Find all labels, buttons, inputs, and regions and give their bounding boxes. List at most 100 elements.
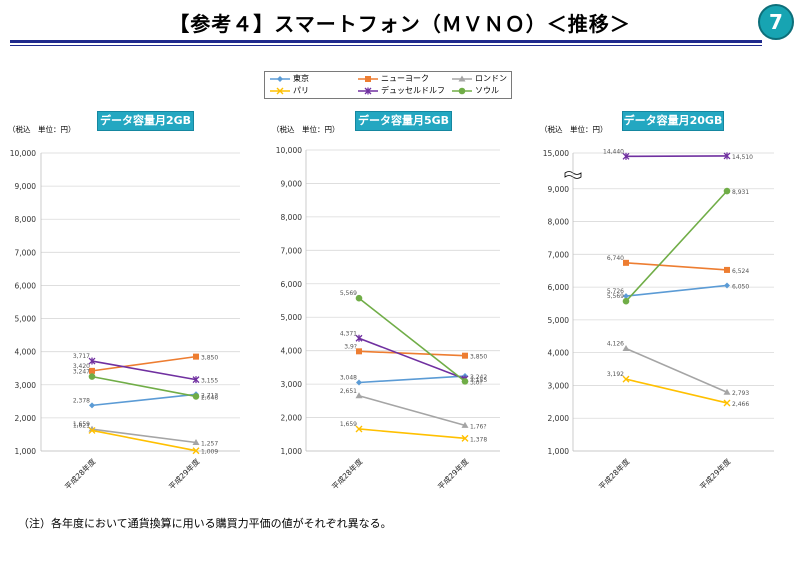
y-tick-label: 5,000 — [281, 313, 303, 322]
data-label: 14,440 — [603, 148, 624, 155]
legend-label: ロンドン — [475, 74, 507, 83]
series-2: 2,651 1,76? — [340, 388, 487, 431]
data-point — [622, 345, 630, 352]
legend-marker — [365, 76, 371, 82]
x-category-label: 平成28年度 — [596, 456, 631, 491]
chart-title-5gb: データ容量月5GB — [355, 111, 452, 131]
y-tick-label: 15,000 — [543, 149, 569, 158]
data-label: 2,793 — [732, 390, 749, 397]
data-label: 3,420 — [73, 363, 90, 370]
legend-label: デュッセルドルフ — [381, 86, 445, 95]
series-line — [625, 347, 728, 393]
data-point — [724, 282, 730, 289]
data-point — [723, 152, 731, 160]
data-label: 1,621 — [73, 422, 90, 429]
data-point — [192, 393, 200, 400]
series-line — [358, 395, 466, 427]
unit-label-5gb: （税込 単位：円） — [272, 125, 340, 134]
series-1: 3,9? 3,850 — [344, 343, 487, 360]
data-label: 1,659 — [340, 421, 357, 428]
series-line — [358, 297, 466, 382]
data-point — [723, 388, 731, 395]
data-point — [89, 367, 95, 374]
series-line — [625, 262, 728, 271]
data-label: 5,569 — [340, 290, 357, 297]
data-label: 3,850 — [201, 355, 218, 362]
y-tick-label: 3,000 — [548, 381, 570, 390]
legend-swatch — [270, 76, 290, 82]
legend-swatch — [270, 87, 290, 95]
data-point — [724, 266, 730, 273]
series-line — [358, 428, 466, 440]
data-label: 6,050 — [732, 283, 749, 290]
data-label: 1,76? — [470, 423, 487, 430]
data-point — [193, 353, 199, 360]
data-label: 3,155 — [470, 377, 487, 384]
data-point — [461, 434, 469, 442]
data-label: 8,931 — [732, 189, 749, 196]
y-tick-label: 1,000 — [15, 447, 37, 456]
data-point — [623, 293, 629, 300]
legend-swatch — [452, 87, 472, 95]
y-tick-label: 9,000 — [281, 179, 303, 188]
series-3: 1,621 1,009 — [73, 422, 219, 455]
data-point — [623, 259, 629, 266]
y-tick-label: 6,000 — [281, 280, 303, 289]
data-label: 2,651 — [340, 388, 357, 395]
data-point — [88, 426, 96, 434]
data-point — [192, 447, 200, 455]
header: 【参考４】スマートフォン（ＭＶＮＯ）＜推移＞ 7 — [0, 0, 800, 50]
data-point — [355, 392, 363, 399]
y-tick-label: 8,000 — [15, 215, 37, 224]
data-point — [723, 187, 731, 195]
x-category-label: 平成29年度 — [166, 456, 201, 491]
series-2: 1,659 1,257 — [73, 421, 219, 447]
y-tick-label: 2,000 — [281, 414, 303, 423]
legend-label: ソウル — [475, 86, 499, 95]
series-line — [358, 337, 466, 380]
data-label: 3,717 — [73, 353, 90, 360]
data-label: 2,378 — [73, 397, 90, 404]
data-label: 3,192 — [607, 371, 624, 378]
y-tick-label: 4,000 — [548, 349, 570, 358]
data-point — [461, 421, 469, 428]
chart-panel: 1,000 2,000 3,000 4,000 5,000 6,000 7,000 8,000… — [276, 146, 500, 491]
page-number-badge: 7 — [758, 4, 794, 40]
x-category-label: 平成28年度 — [62, 456, 97, 491]
y-tick-label: 3,000 — [15, 381, 37, 390]
y-tick-label: 2,000 — [15, 414, 37, 423]
data-label: 3,9? — [344, 343, 357, 350]
data-point — [89, 402, 95, 409]
series-3: 3,192 2,466 — [607, 371, 750, 408]
series-5: 3,247 2,648 — [73, 369, 219, 402]
y-tick-label: 4,000 — [15, 348, 37, 357]
data-point — [355, 294, 363, 302]
data-point — [88, 373, 96, 380]
y-tick-label: 10,000 — [10, 149, 36, 158]
series-0: 2,378 2,713 — [73, 391, 218, 409]
data-label: 2,713 — [201, 392, 218, 399]
data-point — [356, 348, 362, 355]
data-point — [192, 376, 200, 384]
footnote: （注）各年度において通貨換算に用いる購買力平価の値がそれぞれ異なる。 — [18, 517, 392, 530]
series-line — [91, 375, 197, 398]
y-tick-label: 6,000 — [548, 283, 570, 292]
series-line — [91, 355, 197, 372]
data-label: 1,009 — [201, 449, 218, 456]
series-0: 5,726 6,050 — [607, 282, 749, 300]
series-5: 5,569 3,0? — [340, 290, 483, 386]
legend-marker — [276, 87, 284, 95]
series-line — [91, 393, 197, 407]
y-tick-label: 7,000 — [548, 250, 570, 259]
series-3: 1,659 1,378 — [340, 421, 488, 443]
unit-label-2gb: （税込 単位：円） — [8, 125, 76, 134]
data-label: 1,378 — [470, 436, 487, 443]
data-label: 6,524 — [732, 268, 749, 275]
y-tick-label: 5,000 — [548, 316, 570, 325]
data-label: 6,740 — [607, 255, 624, 262]
series-line — [358, 350, 466, 357]
chart-legend: 東京 ニューヨーク ロンドン パリ デュッセルドルフ ソウル — [264, 71, 512, 99]
series-line — [625, 190, 728, 302]
series-1: 3,420 3,850 — [73, 353, 218, 374]
